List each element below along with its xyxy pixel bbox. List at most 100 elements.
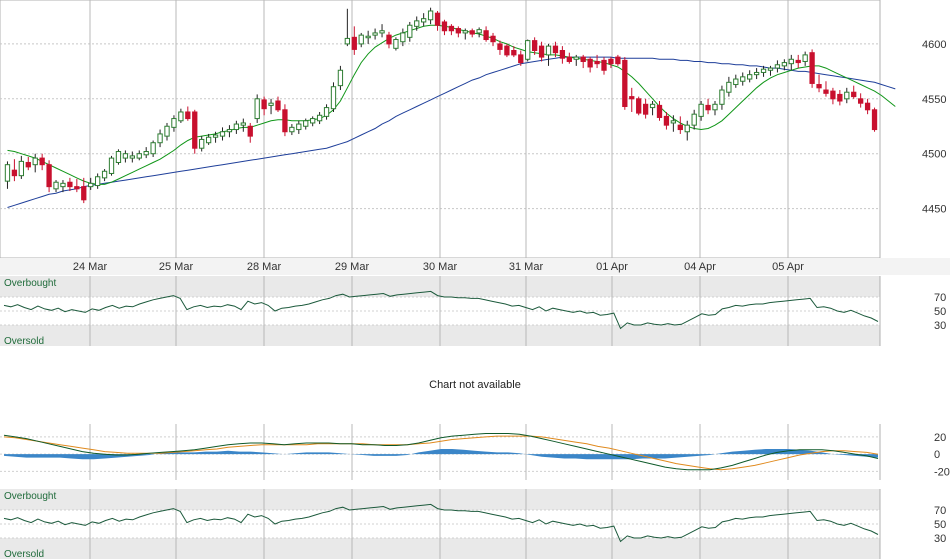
macd-panel: 20 0 -20 bbox=[0, 424, 950, 480]
candle-body bbox=[545, 45, 552, 56]
candle-body bbox=[726, 81, 732, 93]
candle-body bbox=[525, 40, 531, 60]
candle-body bbox=[580, 56, 586, 62]
candle-body bbox=[531, 40, 538, 52]
candle-body bbox=[67, 181, 73, 188]
slow-moving-average-line bbox=[7, 56, 896, 208]
candle-body bbox=[747, 74, 753, 80]
candle-body bbox=[101, 170, 108, 179]
rsi-tick-label: 70 bbox=[934, 505, 946, 517]
price-tick-label: 4550 bbox=[922, 94, 946, 106]
candle-body bbox=[143, 151, 149, 156]
price-panel: 4450 4500 4550 4600 bbox=[0, 0, 946, 259]
candle-body bbox=[809, 52, 815, 84]
candle-body bbox=[39, 157, 45, 166]
candle-body bbox=[358, 34, 364, 45]
candle-body bbox=[802, 54, 808, 62]
candle-body bbox=[414, 20, 420, 27]
candle-body bbox=[483, 30, 489, 41]
date-tick-label: 04 Apr bbox=[684, 261, 716, 273]
candle-body bbox=[684, 124, 690, 133]
candle-body bbox=[608, 58, 614, 65]
candle-body bbox=[247, 125, 253, 137]
candle-body bbox=[594, 60, 600, 65]
candle-body bbox=[393, 39, 399, 49]
candle-body bbox=[518, 54, 524, 64]
candle-body bbox=[108, 157, 115, 174]
date-tick-label: 31 Mar bbox=[509, 261, 544, 273]
candle-body bbox=[129, 155, 135, 159]
candle-body bbox=[164, 125, 170, 137]
candle-body bbox=[310, 118, 316, 124]
candle-body bbox=[372, 32, 378, 36]
price-y-axis: 4450 4500 4550 4600 bbox=[922, 39, 946, 216]
candle-body bbox=[469, 30, 475, 35]
candle-body bbox=[171, 118, 177, 128]
candle-body bbox=[178, 111, 184, 122]
candle-body bbox=[407, 24, 413, 38]
candle-body bbox=[497, 43, 503, 50]
price-tick-label: 4450 bbox=[922, 204, 946, 216]
candle-body bbox=[434, 12, 441, 26]
rsi-tick-label: 50 bbox=[934, 306, 946, 318]
price-grid bbox=[0, 0, 881, 259]
candle-body bbox=[212, 134, 219, 138]
rsi-line bbox=[3, 503, 879, 543]
rsi-panel-top: 70 50 30 Overbought Oversold bbox=[0, 276, 946, 347]
candle-body bbox=[303, 120, 309, 127]
macd-tick-label: 20 bbox=[934, 432, 946, 444]
oversold-label: Oversold bbox=[4, 549, 44, 560]
candle-body bbox=[448, 25, 455, 32]
date-tick-label: 05 Apr bbox=[772, 261, 804, 273]
candle-body bbox=[157, 133, 163, 144]
overbought-label: Overbought bbox=[4, 278, 56, 289]
candle-body bbox=[150, 142, 156, 155]
candle-body bbox=[18, 160, 24, 177]
candle-body bbox=[240, 122, 246, 126]
candle-body bbox=[136, 153, 142, 159]
candle-body bbox=[823, 89, 829, 94]
candle-body bbox=[858, 98, 864, 104]
candle-body bbox=[344, 37, 351, 45]
overbought-label: Overbought bbox=[4, 491, 56, 502]
candle-body bbox=[753, 71, 760, 76]
candle-body bbox=[740, 76, 746, 82]
macd-tick-label: 0 bbox=[934, 449, 940, 461]
candle-body bbox=[192, 111, 198, 149]
candle-body bbox=[705, 104, 711, 111]
candle-body bbox=[296, 123, 302, 131]
candle-body bbox=[94, 176, 101, 187]
rsi-tick-label: 30 bbox=[934, 320, 946, 332]
candle-body bbox=[351, 36, 357, 50]
date-tick-label: 01 Apr bbox=[596, 261, 628, 273]
rsi-tick-label: 30 bbox=[934, 533, 946, 545]
candle-body bbox=[837, 93, 843, 102]
candle-body bbox=[511, 50, 517, 56]
candle-body bbox=[386, 34, 392, 45]
candle-body bbox=[74, 186, 80, 190]
rsi-panel-bottom: 70 50 30 Overbought Oversold bbox=[0, 489, 946, 560]
candle-body bbox=[559, 50, 566, 59]
candle-body bbox=[691, 113, 697, 126]
candle-body bbox=[25, 161, 31, 168]
candle-body bbox=[427, 10, 434, 21]
candle-body bbox=[566, 56, 572, 62]
candle-body bbox=[81, 186, 87, 201]
candle-body bbox=[733, 78, 739, 86]
chart-not-available-message: Chart not available bbox=[429, 379, 521, 391]
candle-body bbox=[615, 56, 621, 65]
candle-body bbox=[330, 86, 337, 110]
candle-body bbox=[275, 100, 281, 111]
candle-body bbox=[504, 45, 510, 56]
candle-body bbox=[219, 131, 226, 137]
price-tick-label: 4500 bbox=[922, 149, 946, 161]
rsi-tick-label: 70 bbox=[934, 292, 946, 304]
candle-body bbox=[712, 103, 718, 111]
macd-tick-label: -20 bbox=[934, 466, 950, 478]
candle-body bbox=[11, 169, 18, 177]
candle-body bbox=[871, 109, 878, 131]
candle-body bbox=[587, 58, 593, 68]
candle-body bbox=[864, 102, 871, 111]
candle-body bbox=[261, 99, 267, 110]
